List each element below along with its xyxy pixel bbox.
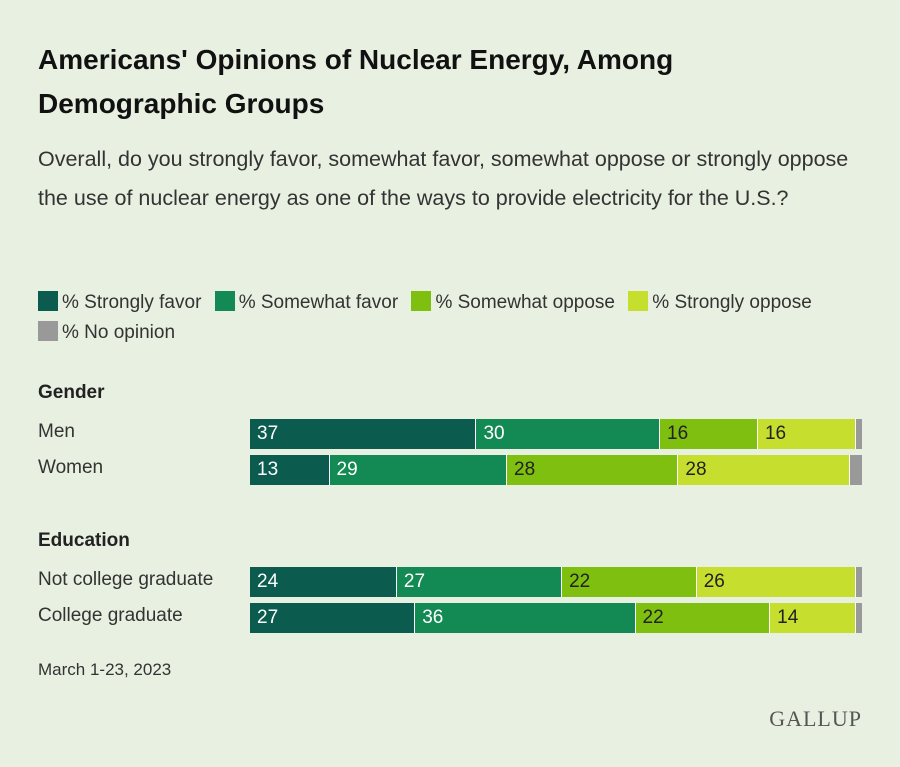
stacked-bar: 27 36 22 14	[250, 603, 862, 633]
bar-segment: 30	[476, 419, 661, 449]
legend-swatch	[628, 291, 649, 311]
bar-segment: 28	[678, 455, 850, 485]
bar-segment: 22	[635, 603, 771, 633]
legend-item: % Somewhat favor	[214, 291, 399, 313]
bar-segment: 13	[250, 455, 330, 485]
group-label: Education	[38, 530, 130, 551]
stacked-bar: 24 27 22 26	[250, 567, 862, 597]
stacked-bar: 13 29 28 28	[250, 455, 862, 485]
group-label: Gender	[38, 382, 105, 403]
bar-segment	[855, 419, 862, 449]
stacked-bar: 37 30 16 16	[250, 419, 862, 449]
legend-label: % No opinion	[62, 322, 176, 343]
legend-swatch	[214, 291, 235, 311]
category-label: Men	[38, 421, 75, 442]
bar-segment: 16	[660, 419, 758, 449]
bar-segment	[849, 455, 862, 485]
bar-segment	[855, 567, 862, 597]
bar-segment: 37	[250, 419, 477, 449]
category-label: Not college graduate	[38, 569, 214, 590]
bar-segment: 28	[507, 455, 679, 485]
bar-segment: 24	[250, 567, 397, 597]
gallup-logo: GALLUP	[769, 706, 862, 731]
legend-label: % Strongly oppose	[652, 292, 812, 313]
legend-item: % Strongly favor	[38, 291, 202, 313]
bar-segment: 27	[396, 567, 563, 597]
bar-segment: 22	[562, 567, 697, 597]
legend-label: % Strongly favor	[62, 292, 202, 313]
legend-item: % Strongly oppose	[628, 291, 812, 313]
bar-segment	[855, 603, 862, 633]
chart-legend: % Strongly favor % Somewhat favor % Some…	[38, 288, 838, 348]
chart-subtitle: Overall, do you strongly favor, somewhat…	[38, 147, 849, 210]
legend-swatch	[411, 291, 432, 311]
bar-segment: 36	[415, 603, 636, 633]
legend-item: % No opinion	[38, 321, 176, 343]
category-label: Women	[38, 457, 104, 478]
legend-swatch	[38, 321, 58, 341]
bar-segment: 16	[757, 419, 856, 449]
survey-date: March 1-23, 2023	[38, 660, 172, 679]
category-label: College graduate	[38, 605, 183, 626]
bar-segment: 14	[770, 603, 856, 633]
legend-item: % Somewhat oppose	[411, 291, 615, 313]
bar-segment: 26	[696, 567, 856, 597]
chart-title: Americans' Opinions of Nuclear Energy, A…	[38, 44, 674, 119]
legend-swatch	[38, 291, 58, 311]
bar-segment: 29	[329, 455, 508, 485]
legend-label: % Somewhat oppose	[435, 292, 615, 313]
bar-segment: 27	[250, 603, 416, 633]
legend-label: % Somewhat favor	[238, 292, 399, 313]
